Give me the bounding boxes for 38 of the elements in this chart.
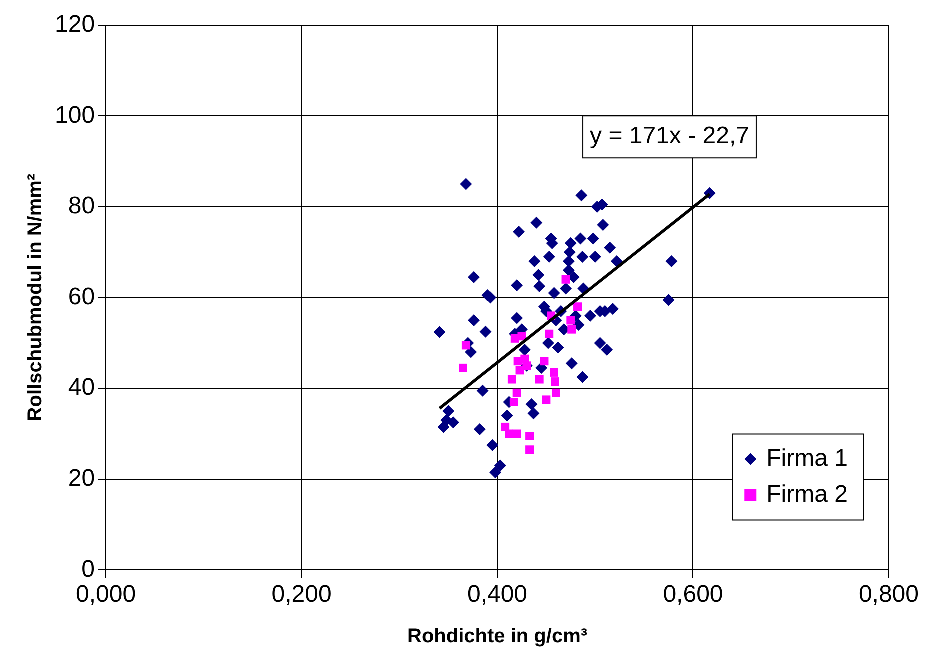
point bbox=[542, 396, 551, 404]
point bbox=[512, 430, 522, 438]
y-tick-label: 80 bbox=[68, 192, 96, 220]
y-tick-label: 0 bbox=[82, 556, 96, 583]
y-tick-label: 20 bbox=[68, 465, 96, 492]
point bbox=[566, 316, 576, 325]
y-tick-label: 60 bbox=[68, 283, 96, 310]
point bbox=[562, 275, 570, 284]
point bbox=[551, 378, 560, 386]
y-tick-label: 120 bbox=[54, 11, 96, 38]
x-tick-label: 0,600 bbox=[663, 581, 724, 608]
x-tick-label: 0,200 bbox=[272, 581, 332, 608]
y-axis-title: Rollschubmodul in N/mm² bbox=[24, 174, 47, 422]
point bbox=[512, 388, 522, 398]
point bbox=[508, 375, 516, 384]
x-tick-label: 0,000 bbox=[76, 581, 136, 608]
point bbox=[510, 398, 518, 406]
y-tick-label: 100 bbox=[54, 102, 96, 129]
x-axis-title: Rohdichte in g/cm³ bbox=[408, 626, 588, 648]
point bbox=[526, 432, 534, 441]
point bbox=[568, 325, 576, 334]
point bbox=[462, 341, 470, 350]
x-tick-label: 0,800 bbox=[858, 581, 919, 608]
point bbox=[540, 357, 549, 366]
y-tick-label: 40 bbox=[68, 374, 96, 402]
x-tick-label: 0,400 bbox=[467, 581, 528, 608]
point bbox=[574, 302, 582, 312]
legend-label: Firma 2 bbox=[766, 480, 848, 508]
point bbox=[526, 446, 534, 454]
point bbox=[550, 368, 559, 377]
annotation: y = 171x - 22,7 bbox=[590, 122, 750, 150]
point bbox=[518, 332, 526, 341]
point bbox=[545, 330, 554, 338]
legend-label: Firma 1 bbox=[766, 444, 848, 472]
point bbox=[535, 375, 544, 384]
point bbox=[459, 364, 468, 372]
point bbox=[552, 388, 560, 398]
point bbox=[501, 422, 510, 432]
